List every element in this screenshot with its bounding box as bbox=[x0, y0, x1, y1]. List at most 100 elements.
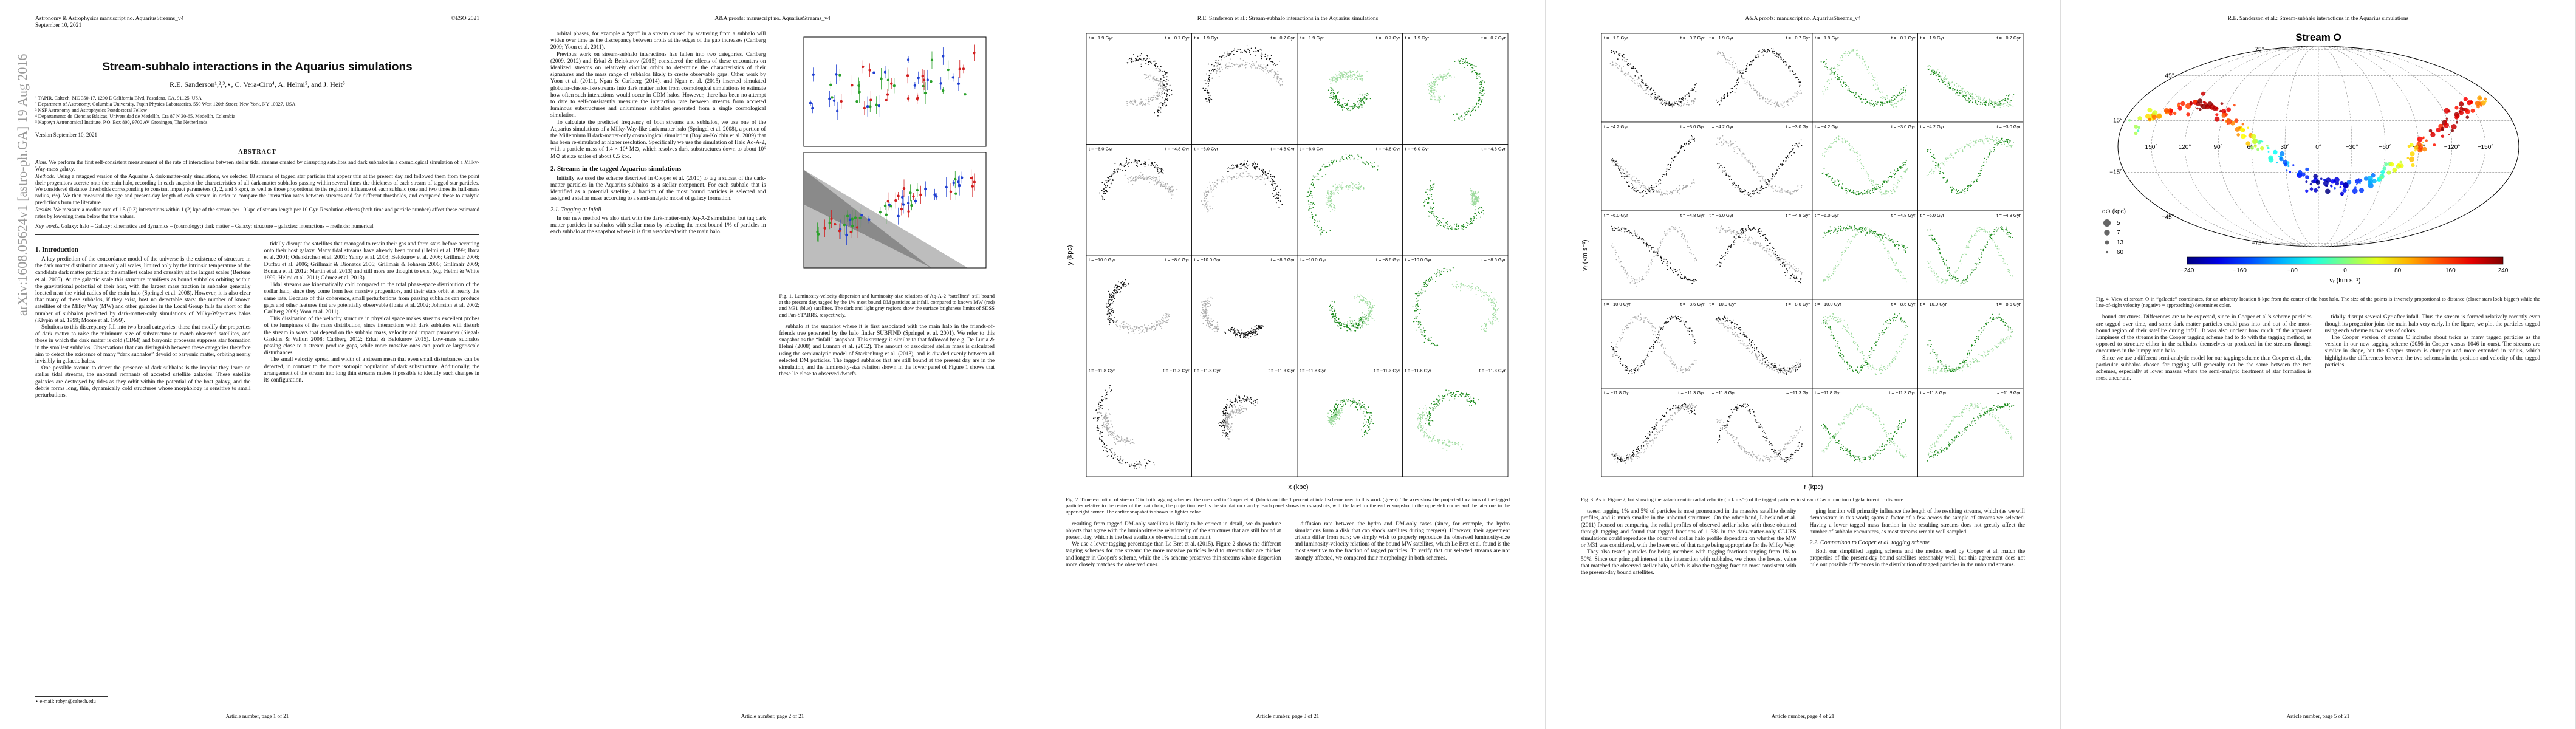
particle bbox=[1124, 325, 1126, 327]
particle bbox=[1124, 286, 1126, 287]
particle bbox=[1481, 101, 1482, 103]
particle bbox=[1162, 97, 1163, 99]
particle bbox=[1333, 416, 1335, 418]
header: Astronomy & Astrophysics manuscript no. … bbox=[35, 16, 479, 29]
point bbox=[849, 230, 852, 234]
particle bbox=[1377, 169, 1379, 171]
particle bbox=[1368, 426, 1369, 428]
particle bbox=[1479, 98, 1481, 100]
particle bbox=[1112, 310, 1114, 312]
particle bbox=[1427, 414, 1428, 416]
point bbox=[921, 74, 924, 78]
particle bbox=[1444, 442, 1445, 444]
plot-panel: t = −1.9 Gyr t = −0.7 Gyr bbox=[1601, 33, 1707, 123]
particle bbox=[1106, 445, 1108, 446]
panel-label: t = −11.8 Gyr bbox=[1405, 368, 1432, 374]
particle bbox=[1426, 407, 1427, 409]
particle bbox=[1252, 165, 1254, 167]
particle bbox=[1226, 403, 1228, 405]
particle bbox=[1374, 162, 1375, 163]
particle bbox=[1470, 115, 1471, 117]
footer: Article number, page 2 of 21 bbox=[741, 713, 804, 719]
particle bbox=[1348, 107, 1349, 109]
particle bbox=[1332, 80, 1333, 82]
particle bbox=[1365, 301, 1366, 303]
particle bbox=[1362, 436, 1363, 437]
particle bbox=[1470, 398, 1472, 400]
particle bbox=[1154, 112, 1155, 114]
particle bbox=[1328, 196, 1330, 197]
particle bbox=[1222, 419, 1224, 421]
particle bbox=[1156, 326, 1157, 328]
particle bbox=[1166, 321, 1167, 323]
particle bbox=[1132, 329, 1134, 331]
particle bbox=[1247, 49, 1249, 50]
point bbox=[889, 82, 892, 85]
particle bbox=[1244, 333, 1246, 334]
particle bbox=[1418, 425, 1420, 426]
particle bbox=[1341, 74, 1343, 75]
particle bbox=[1119, 329, 1121, 330]
particle bbox=[1453, 392, 1454, 394]
particle bbox=[1333, 204, 1334, 205]
particle bbox=[1418, 291, 1419, 292]
particle bbox=[1159, 82, 1160, 84]
particle bbox=[1462, 284, 1464, 286]
particle bbox=[1144, 459, 1146, 460]
particle bbox=[1159, 94, 1160, 96]
particle bbox=[1097, 419, 1099, 420]
particle bbox=[1355, 106, 1357, 107]
particle bbox=[1421, 293, 1423, 295]
particle bbox=[1140, 103, 1142, 104]
particle bbox=[1134, 60, 1136, 62]
particle bbox=[1419, 313, 1420, 314]
particle bbox=[1456, 287, 1458, 289]
particle bbox=[1632, 78, 1634, 80]
particle bbox=[1360, 78, 1362, 80]
particle bbox=[1128, 326, 1130, 327]
particle bbox=[1168, 191, 1169, 193]
particle bbox=[1429, 441, 1430, 442]
particle bbox=[1343, 74, 1345, 76]
particle bbox=[1100, 431, 1101, 433]
particle bbox=[1341, 156, 1343, 157]
particle bbox=[1159, 323, 1161, 324]
particle bbox=[1430, 208, 1431, 209]
particle bbox=[1492, 323, 1493, 324]
particle bbox=[1133, 465, 1134, 467]
plot-panel: t = −1.9 Gyr t = −0.7 Gyr bbox=[1191, 33, 1298, 145]
particle bbox=[1108, 432, 1109, 433]
particle bbox=[1471, 405, 1472, 406]
keywords: Key words. Galaxy: halo – Galaxy: kinema… bbox=[35, 223, 479, 235]
point bbox=[970, 176, 973, 180]
particle bbox=[1248, 334, 1250, 336]
particle bbox=[1365, 317, 1367, 319]
plot-panel: t = −11.8 Gyr t = −11.3 Gyr bbox=[1297, 366, 1403, 477]
particle bbox=[1252, 63, 1254, 64]
particle bbox=[1117, 171, 1118, 173]
particle bbox=[1163, 80, 1165, 82]
particle bbox=[1106, 425, 1108, 426]
particle bbox=[1355, 184, 1357, 185]
particle bbox=[1171, 191, 1173, 193]
particle bbox=[1204, 312, 1205, 313]
particle bbox=[1160, 171, 1162, 173]
particle bbox=[1335, 81, 1337, 83]
particle bbox=[1137, 177, 1139, 179]
particle bbox=[1111, 456, 1112, 457]
particle bbox=[1309, 204, 1311, 205]
particle bbox=[1355, 401, 1356, 403]
particle bbox=[1204, 197, 1205, 199]
particle bbox=[1239, 163, 1241, 165]
particle bbox=[1362, 321, 1363, 323]
particle bbox=[1475, 294, 1477, 295]
particle bbox=[1422, 435, 1424, 436]
particle bbox=[1334, 301, 1335, 303]
particle bbox=[1439, 440, 1440, 441]
particle bbox=[1418, 423, 1420, 425]
particle bbox=[1113, 310, 1114, 312]
particle bbox=[1209, 205, 1211, 207]
particle bbox=[1357, 296, 1359, 297]
particle bbox=[1427, 340, 1429, 342]
particle bbox=[1425, 286, 1427, 287]
